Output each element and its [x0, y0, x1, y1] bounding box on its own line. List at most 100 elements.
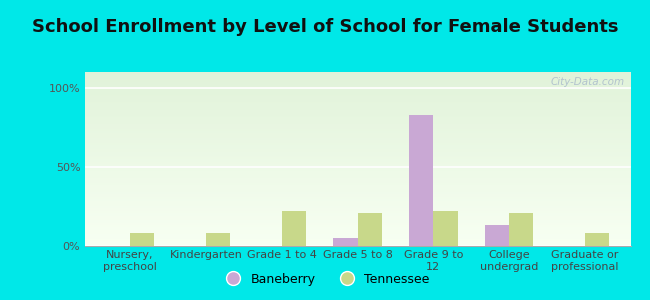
Bar [84, 183, 630, 185]
Bar [84, 229, 630, 230]
Bar [84, 116, 630, 117]
Bar [130, 233, 154, 246]
Bar [84, 103, 630, 105]
Bar [84, 128, 630, 129]
Bar [84, 124, 630, 126]
Bar [84, 135, 630, 137]
Bar [84, 126, 630, 128]
Bar [84, 209, 630, 211]
Bar [84, 201, 630, 203]
Bar [485, 225, 509, 246]
Bar [84, 84, 630, 86]
Bar [84, 143, 630, 145]
Bar [84, 79, 630, 81]
Bar [84, 107, 630, 109]
Bar [409, 115, 434, 246]
Bar [84, 227, 630, 229]
Bar [84, 76, 630, 77]
Bar [84, 112, 630, 114]
Bar [84, 142, 630, 143]
Bar [84, 122, 630, 124]
Bar [84, 119, 630, 121]
Bar [84, 171, 630, 173]
Bar [84, 176, 630, 178]
Bar [84, 182, 630, 183]
Bar [358, 213, 382, 246]
Bar [84, 152, 630, 154]
Bar [84, 202, 630, 204]
Bar [206, 233, 230, 246]
Legend: Baneberry, Tennessee: Baneberry, Tennessee [215, 268, 435, 291]
Bar [509, 213, 534, 246]
Bar [84, 81, 630, 82]
Bar [84, 178, 630, 180]
Bar [84, 77, 630, 79]
Bar [84, 189, 630, 190]
Bar [84, 166, 630, 168]
Bar [84, 114, 630, 116]
Bar [84, 232, 630, 234]
Bar [84, 148, 630, 150]
Bar [84, 180, 630, 182]
Bar [84, 218, 630, 220]
Bar [84, 173, 630, 175]
Bar [84, 230, 630, 232]
Bar [333, 238, 358, 246]
Bar [84, 129, 630, 131]
Bar [84, 117, 630, 119]
Bar [84, 147, 630, 148]
Bar [84, 197, 630, 199]
Bar [84, 169, 630, 171]
Bar [84, 206, 630, 208]
Bar [84, 91, 630, 93]
Bar [84, 234, 630, 236]
Bar [84, 109, 630, 110]
Bar [84, 138, 630, 140]
Bar [434, 211, 458, 246]
Bar [84, 164, 630, 166]
Bar [84, 93, 630, 94]
Bar [84, 185, 630, 187]
Bar [585, 233, 609, 246]
Bar [84, 110, 630, 112]
Bar [84, 239, 630, 241]
Bar [84, 244, 630, 246]
Bar [84, 213, 630, 215]
Bar [84, 222, 630, 224]
Bar [84, 208, 630, 209]
Bar [84, 94, 630, 96]
Bar [84, 136, 630, 138]
Bar [84, 131, 630, 133]
Bar [84, 237, 630, 239]
Bar [84, 168, 630, 169]
Bar [84, 89, 630, 91]
Bar [84, 187, 630, 189]
Bar [84, 175, 630, 176]
Bar [84, 88, 630, 89]
Bar [84, 105, 630, 107]
Bar [84, 204, 630, 206]
Bar [84, 74, 630, 76]
Bar [84, 196, 630, 197]
Bar [84, 224, 630, 225]
Bar [84, 161, 630, 163]
Bar [84, 100, 630, 102]
Bar [84, 215, 630, 216]
Bar [84, 236, 630, 237]
Bar [84, 220, 630, 222]
Bar [84, 86, 630, 88]
Bar [84, 159, 630, 161]
Bar [84, 199, 630, 201]
Bar [84, 72, 630, 74]
Bar [84, 211, 630, 213]
Bar [84, 98, 630, 100]
Bar [84, 241, 630, 242]
Bar [84, 190, 630, 192]
Bar [84, 102, 630, 103]
Bar [84, 154, 630, 155]
Bar [84, 133, 630, 135]
Bar [84, 155, 630, 157]
Bar [84, 145, 630, 147]
Bar [281, 211, 306, 246]
Bar [84, 150, 630, 152]
